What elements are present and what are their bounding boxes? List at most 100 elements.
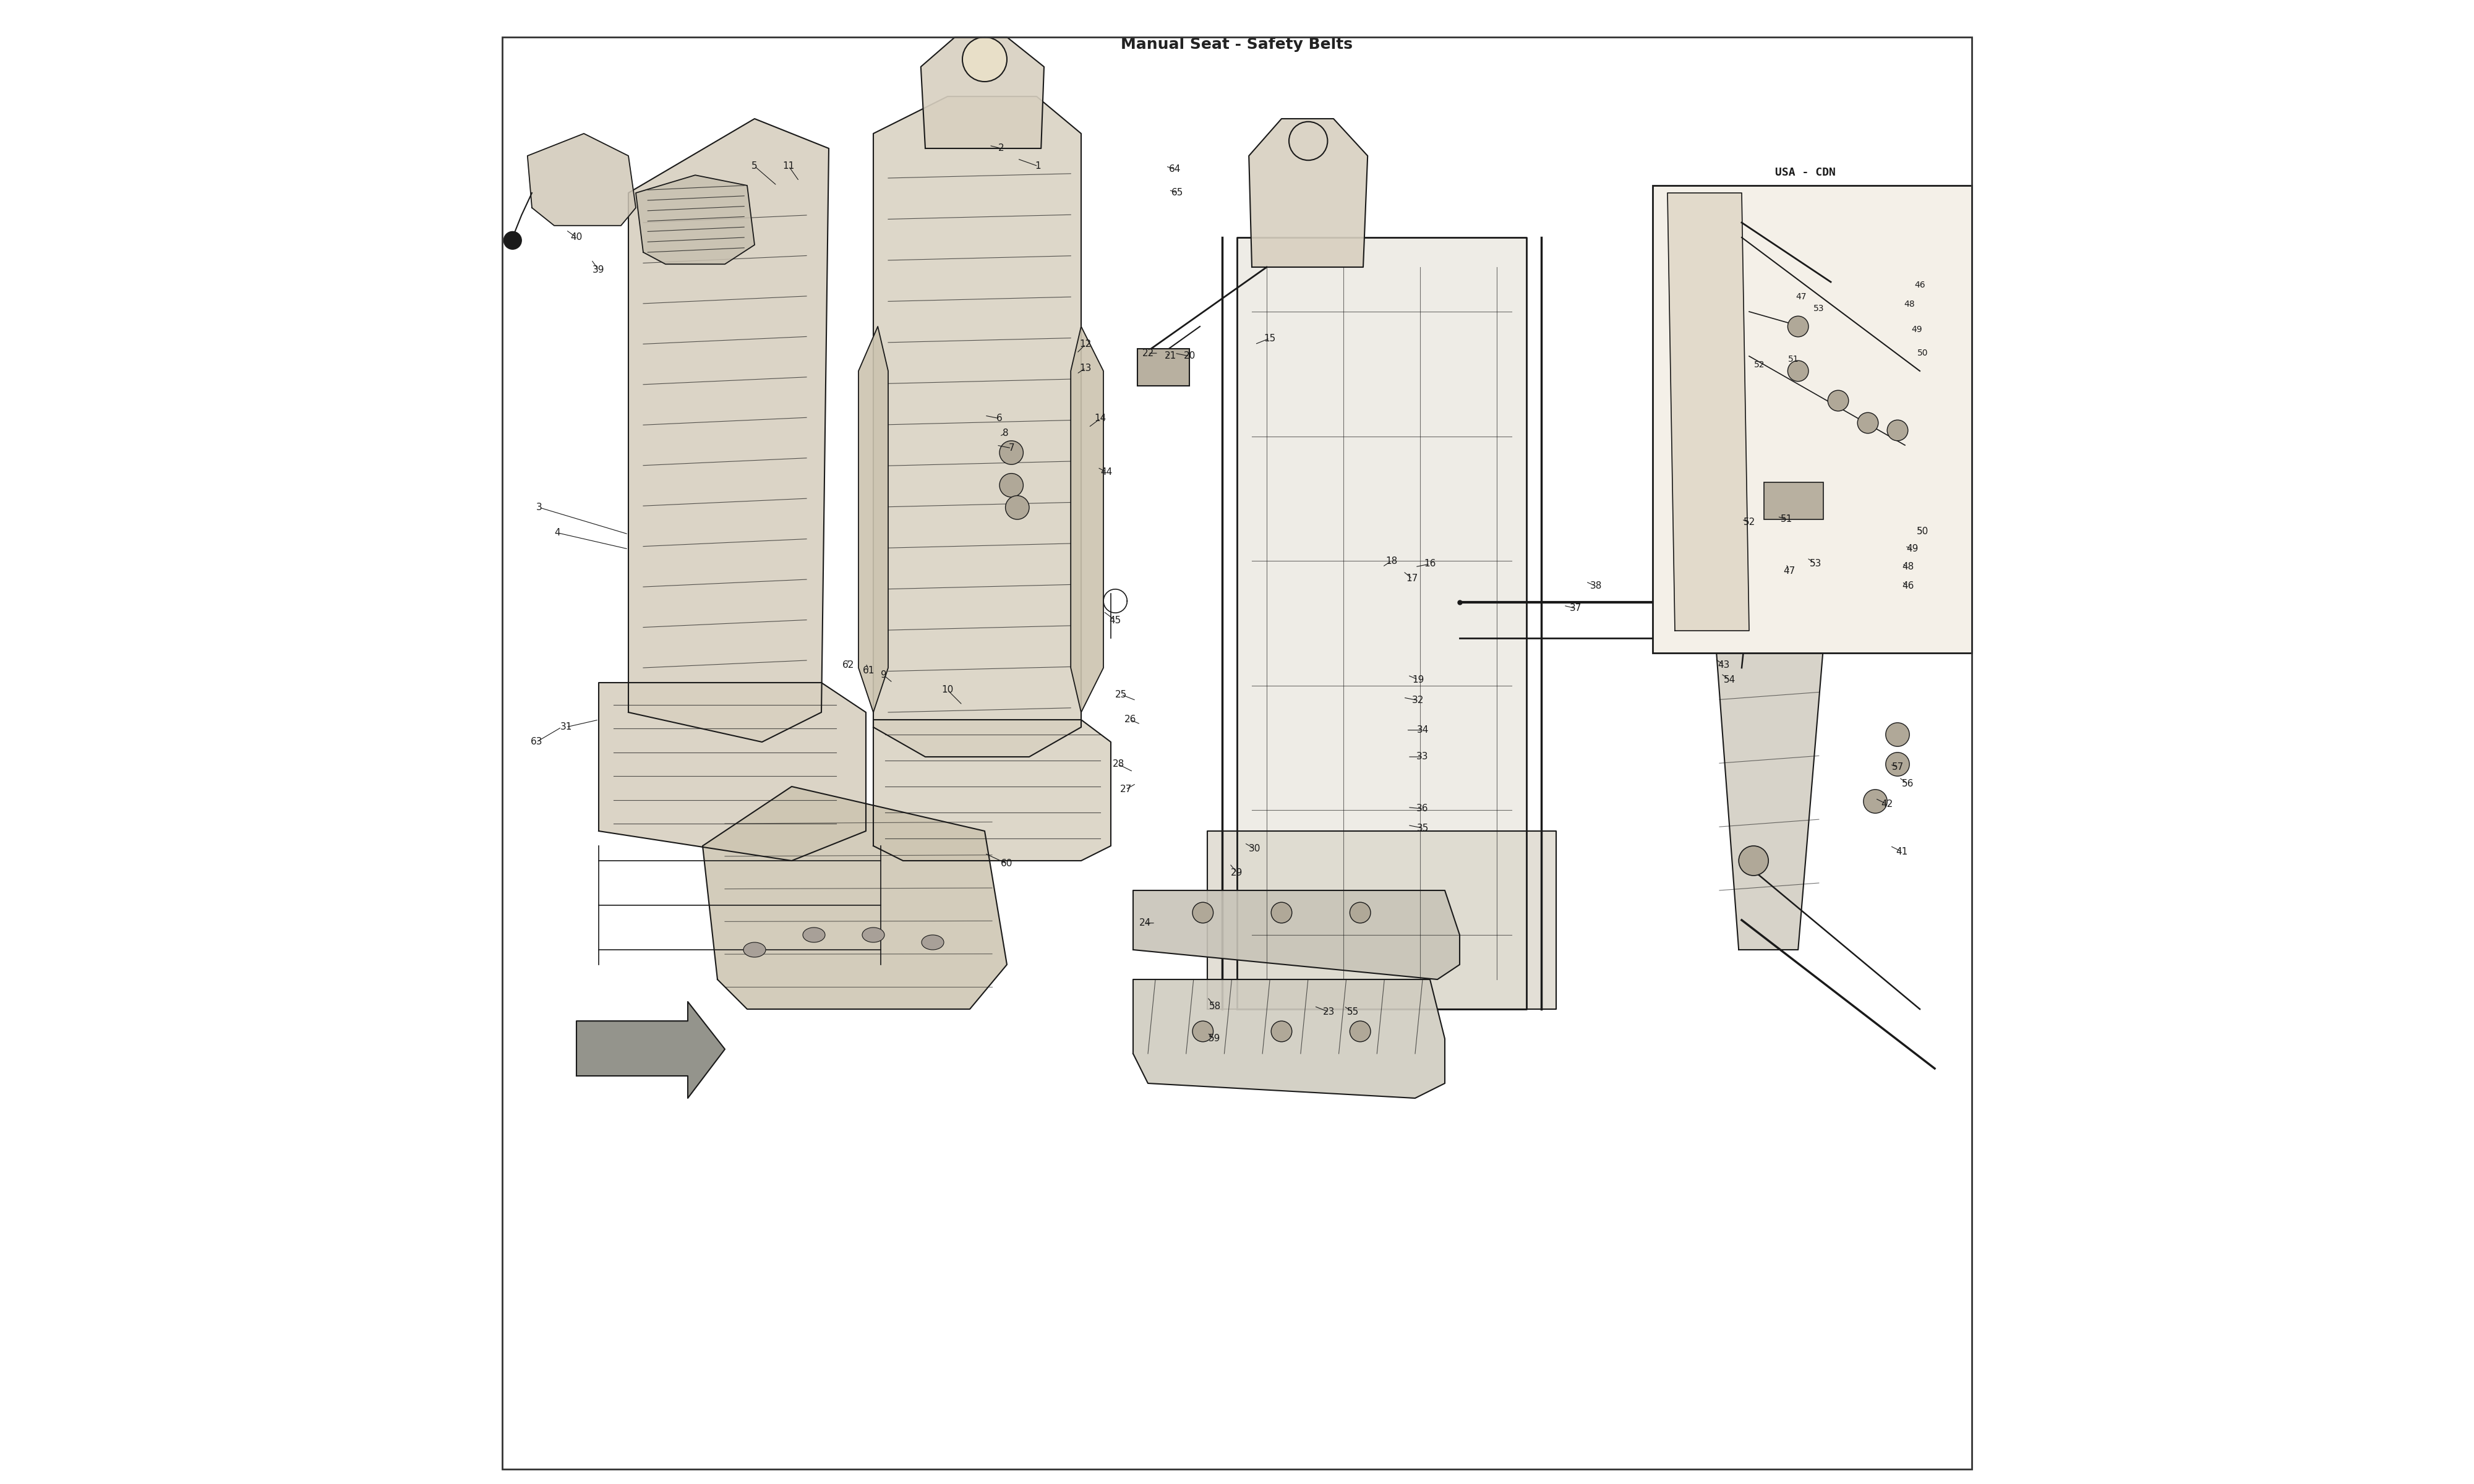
Text: 46: 46	[1903, 582, 1915, 591]
Polygon shape	[1712, 371, 1828, 950]
Text: 45: 45	[1108, 616, 1121, 625]
Text: 65: 65	[1173, 188, 1183, 197]
Bar	[1653, 186, 1972, 653]
Text: 44: 44	[1101, 467, 1113, 476]
Text: 48: 48	[1903, 562, 1915, 571]
Circle shape	[999, 441, 1024, 464]
Text: 16: 16	[1425, 559, 1435, 568]
Text: 58: 58	[1210, 1002, 1220, 1011]
Text: 21: 21	[1165, 352, 1175, 361]
Polygon shape	[873, 720, 1111, 861]
Circle shape	[1739, 846, 1769, 876]
Circle shape	[1771, 430, 1801, 460]
Ellipse shape	[863, 927, 886, 942]
Text: 30: 30	[1249, 844, 1262, 853]
Polygon shape	[1667, 193, 1749, 631]
Text: 47: 47	[1796, 292, 1806, 301]
Text: 8: 8	[1002, 429, 1009, 438]
Text: 40: 40	[571, 233, 581, 242]
Bar	[1764, 482, 1823, 519]
Text: 56: 56	[1903, 779, 1915, 788]
Text: 25: 25	[1116, 690, 1128, 699]
Circle shape	[1885, 723, 1910, 746]
Text: 13: 13	[1079, 364, 1091, 372]
Polygon shape	[636, 175, 755, 264]
Text: 26: 26	[1123, 715, 1136, 724]
Ellipse shape	[802, 927, 826, 942]
Text: 50: 50	[1917, 349, 1927, 358]
Polygon shape	[628, 119, 829, 742]
Circle shape	[1789, 361, 1808, 381]
Circle shape	[999, 473, 1024, 497]
Polygon shape	[873, 96, 1081, 757]
Polygon shape	[920, 37, 1044, 148]
Text: 54: 54	[1724, 675, 1737, 684]
Polygon shape	[703, 787, 1007, 1009]
Text: 6: 6	[997, 414, 1002, 423]
Text: 60: 60	[1002, 859, 1012, 868]
Circle shape	[962, 37, 1007, 82]
Text: 51: 51	[1781, 515, 1791, 524]
Text: 53: 53	[1813, 304, 1823, 313]
Text: 5: 5	[752, 162, 757, 171]
Circle shape	[1863, 789, 1888, 813]
Text: 23: 23	[1324, 1008, 1336, 1017]
Circle shape	[1858, 413, 1878, 433]
Polygon shape	[1207, 831, 1556, 1009]
Polygon shape	[1133, 890, 1460, 979]
Text: Manual Seat - Safety Belts: Manual Seat - Safety Belts	[1121, 37, 1353, 52]
Text: 11: 11	[782, 162, 794, 171]
Text: 48: 48	[1905, 300, 1915, 309]
Circle shape	[1885, 752, 1910, 776]
Circle shape	[1351, 902, 1371, 923]
Polygon shape	[858, 326, 888, 712]
Text: 62: 62	[841, 660, 854, 669]
Circle shape	[1192, 902, 1212, 923]
Text: 52: 52	[1754, 361, 1764, 370]
Circle shape	[1004, 496, 1029, 519]
Text: 47: 47	[1784, 567, 1796, 576]
Circle shape	[1888, 420, 1907, 441]
Text: 18: 18	[1385, 556, 1398, 565]
Polygon shape	[1071, 326, 1103, 712]
Text: 63: 63	[529, 738, 542, 746]
Text: 12: 12	[1079, 340, 1091, 349]
Text: 22: 22	[1143, 349, 1153, 358]
Text: USA - CDN: USA - CDN	[1776, 166, 1836, 178]
Text: 4: 4	[554, 528, 559, 537]
Polygon shape	[576, 1002, 725, 1098]
Polygon shape	[599, 683, 866, 861]
Circle shape	[1272, 1021, 1291, 1042]
Text: 29: 29	[1232, 868, 1242, 877]
Text: 31: 31	[559, 723, 571, 732]
Text: 2: 2	[997, 144, 1004, 153]
Circle shape	[505, 232, 522, 249]
Text: 35: 35	[1418, 824, 1427, 833]
Polygon shape	[1237, 237, 1526, 1009]
Polygon shape	[1133, 979, 1445, 1098]
Text: 9: 9	[881, 671, 886, 680]
Text: 52: 52	[1744, 518, 1754, 527]
Text: 33: 33	[1418, 752, 1427, 761]
Text: 49: 49	[1907, 545, 1917, 554]
Circle shape	[1789, 316, 1808, 337]
Text: 41: 41	[1895, 847, 1907, 856]
Text: 49: 49	[1912, 325, 1922, 334]
Text: 61: 61	[863, 666, 876, 675]
Circle shape	[1272, 902, 1291, 923]
Polygon shape	[527, 134, 636, 226]
Text: 24: 24	[1138, 919, 1150, 927]
Text: 32: 32	[1413, 696, 1425, 705]
Text: 42: 42	[1880, 800, 1893, 809]
Text: 50: 50	[1917, 527, 1930, 536]
Ellipse shape	[920, 935, 945, 950]
Text: 17: 17	[1405, 574, 1418, 583]
Text: 19: 19	[1413, 675, 1425, 684]
Text: 53: 53	[1811, 559, 1821, 568]
Circle shape	[1351, 1021, 1371, 1042]
Text: 27: 27	[1121, 785, 1131, 794]
Text: 14: 14	[1094, 414, 1106, 423]
Text: 34: 34	[1418, 726, 1427, 735]
Text: 39: 39	[594, 266, 604, 275]
Text: 20: 20	[1183, 352, 1195, 361]
